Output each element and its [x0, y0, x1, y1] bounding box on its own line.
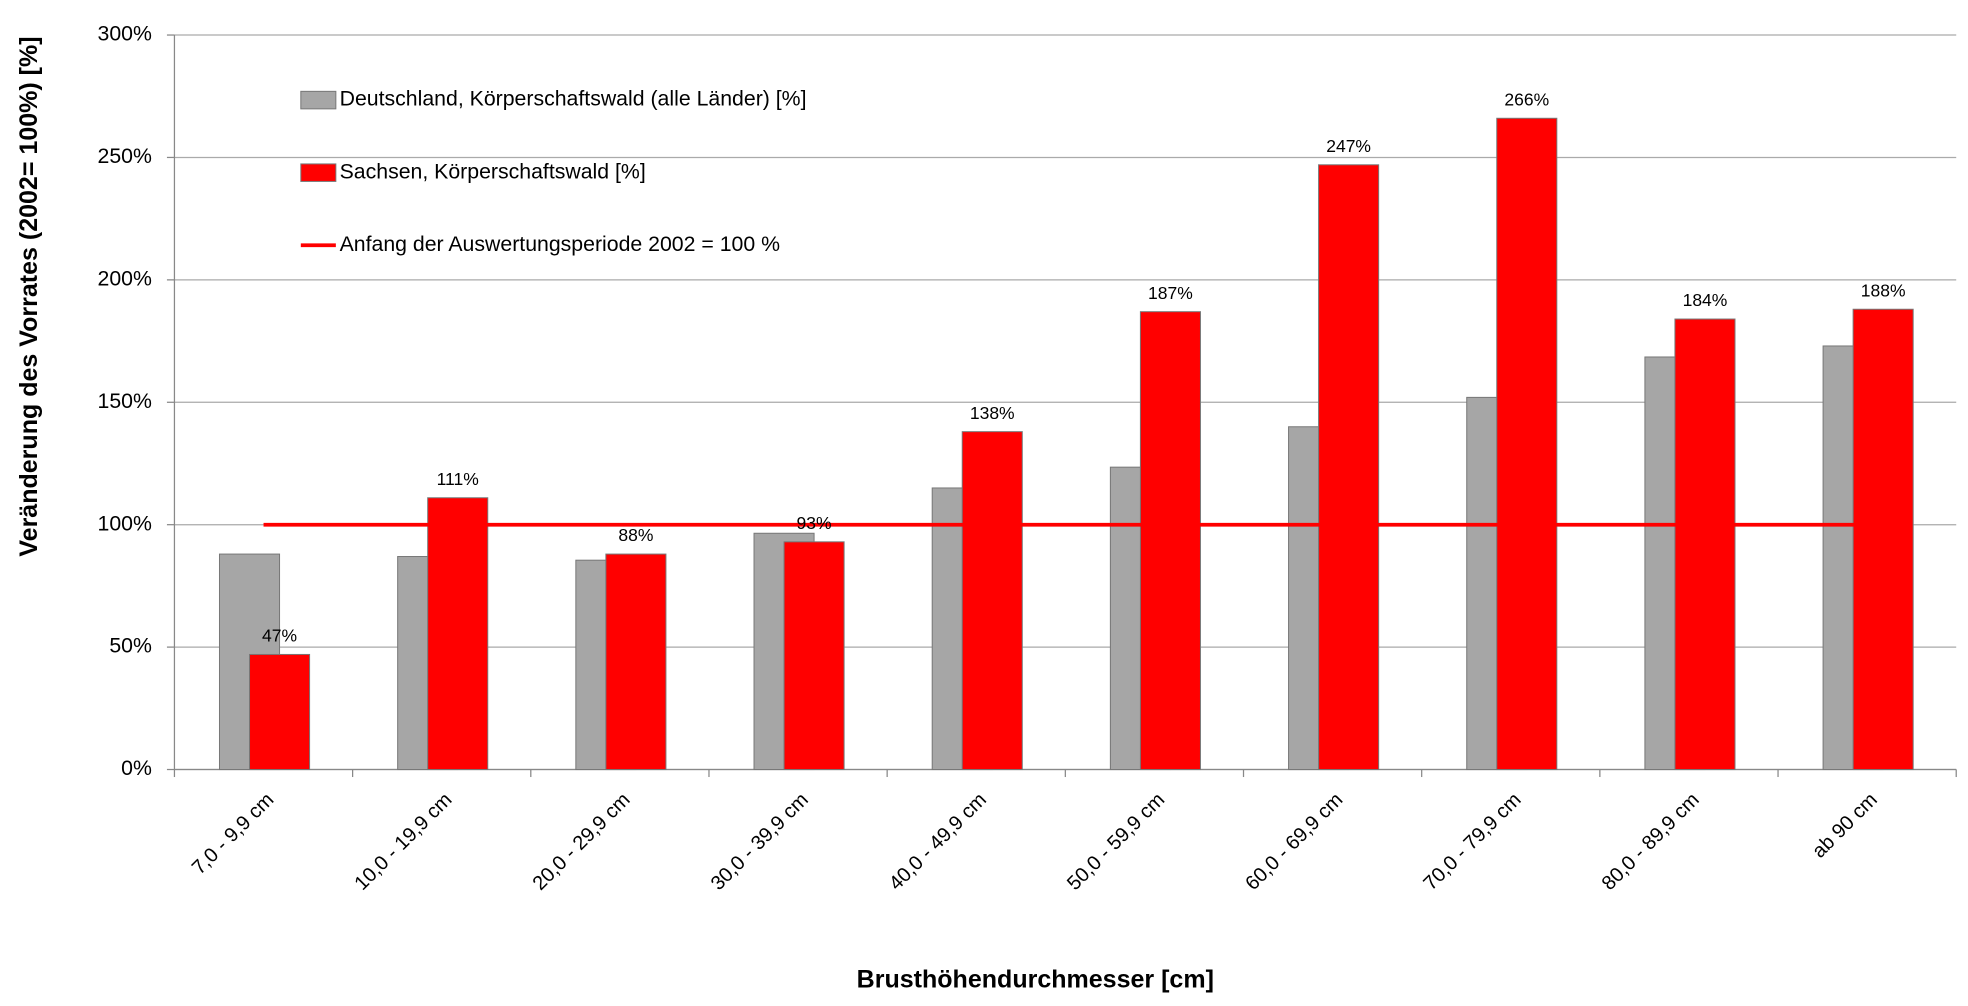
x-tick-label: 50,0 - 59,9 cm — [1063, 789, 1169, 895]
bar — [1496, 117, 1558, 771]
bar — [605, 553, 667, 771]
data-label: 188% — [1861, 280, 1906, 300]
x-tick-label: 10,0 - 19,9 cm — [350, 789, 456, 895]
legend-label: Anfang der Auswertungsperiode 2002 = 100… — [340, 232, 780, 256]
legend-label: Sachsen, Körperschaftswald [%] — [340, 159, 646, 183]
data-label: 47% — [262, 626, 297, 646]
bar — [783, 541, 845, 771]
x-tick-label: 20,0 - 29,9 cm — [529, 789, 635, 895]
data-label: 88% — [618, 525, 653, 545]
y-tick-label: 300% — [98, 22, 152, 46]
legend-swatch — [300, 90, 337, 110]
bar — [1852, 308, 1914, 771]
x-tick-label: ab 90 cm — [1808, 789, 1882, 863]
data-label: 93% — [797, 513, 832, 533]
x-tick-label: 7,0 - 9,9 cm — [188, 789, 278, 879]
bar — [427, 497, 489, 771]
y-tick-label: 200% — [98, 266, 152, 290]
x-tick-label: 60,0 - 69,9 cm — [1241, 789, 1347, 895]
bar — [249, 653, 311, 771]
y-tick-label: 100% — [98, 511, 152, 535]
data-label: 187% — [1148, 283, 1193, 303]
data-label: 266% — [1504, 89, 1549, 109]
bar — [1139, 311, 1201, 771]
data-label: 247% — [1326, 136, 1371, 156]
data-label: 184% — [1683, 290, 1728, 310]
legend-label: Deutschland, Körperschaftswald (alle Län… — [340, 87, 807, 111]
bar — [1318, 164, 1380, 771]
y-tick-label: 150% — [98, 389, 152, 413]
y-tick-label: 0% — [121, 756, 152, 780]
bar — [961, 431, 1023, 771]
data-label: 111% — [437, 469, 479, 489]
y-tick-label: 50% — [109, 634, 152, 658]
y-tick-label: 250% — [98, 144, 152, 168]
y-axis-title: Veränderung des Vorrates (2002= 100%) [%… — [15, 36, 43, 556]
x-tick-label: 40,0 - 49,9 cm — [885, 789, 991, 895]
bar — [1674, 318, 1736, 771]
legend-swatch — [300, 163, 337, 182]
data-label: 138% — [970, 403, 1015, 423]
x-axis-title: Brusthöhendurchmesser [cm] — [857, 966, 1214, 994]
x-tick-label: 30,0 - 39,9 cm — [707, 789, 813, 895]
x-tick-label: 80,0 - 89,9 cm — [1598, 789, 1704, 895]
x-tick-label: 70,0 - 79,9 cm — [1420, 789, 1526, 895]
